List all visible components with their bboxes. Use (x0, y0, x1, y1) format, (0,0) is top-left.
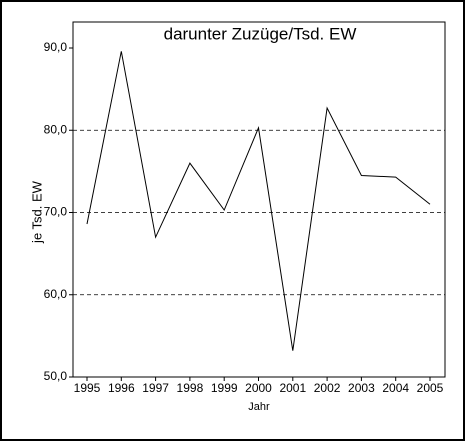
chart-title: darunter Zuzüge/Tsd. EW (164, 24, 357, 43)
x-tick-label: 2004 (382, 381, 409, 395)
x-tick-label: 2001 (279, 381, 306, 395)
x-tick-label: 2005 (417, 381, 444, 395)
x-tick-label: 2002 (314, 381, 341, 395)
y-tick-label: 50,0 (44, 369, 68, 383)
x-tick-label: 2000 (245, 381, 272, 395)
x-axis-label: Jahr (248, 401, 270, 413)
x-tick-label: 1997 (142, 381, 169, 395)
y-axis-label: je Tsd. EW (29, 180, 44, 244)
x-tick-label: 1995 (74, 381, 101, 395)
y-tick-label: 80,0 (44, 122, 68, 136)
x-tick-label: 2003 (348, 381, 375, 395)
y-tick-label: 90,0 (44, 40, 68, 54)
x-tick-label: 1996 (108, 381, 135, 395)
x-tick-label: 1999 (211, 381, 238, 395)
data-line (86, 51, 431, 351)
y-tick-label: 60,0 (44, 287, 68, 301)
x-tick-label: 1998 (177, 381, 204, 395)
y-tick-label: 70,0 (44, 205, 68, 219)
